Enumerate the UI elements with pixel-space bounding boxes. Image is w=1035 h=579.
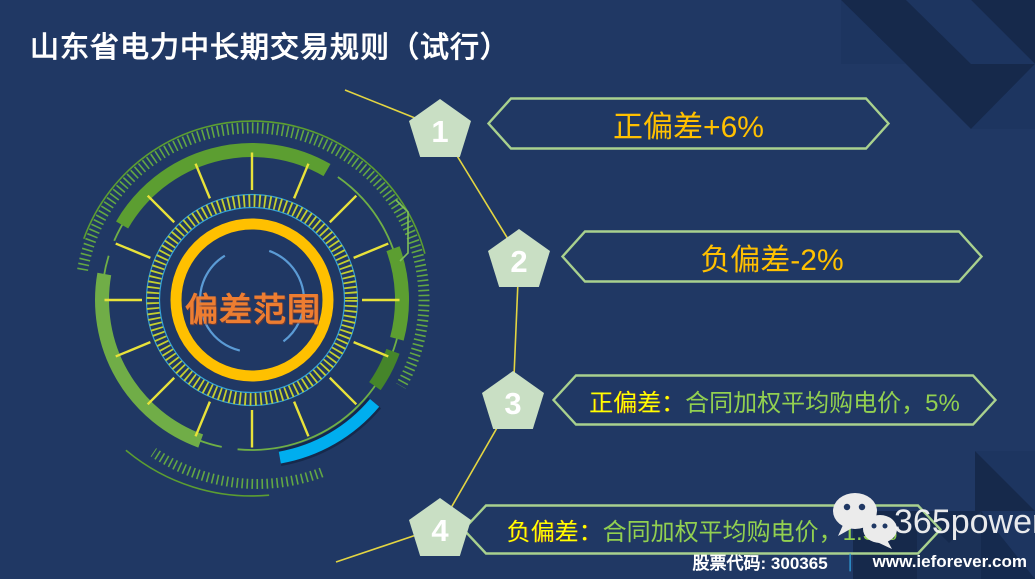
website-url: www.ieforever.com	[872, 551, 1027, 571]
stock-code: 股票代码: 300365	[692, 554, 828, 573]
step-number: 1	[431, 113, 449, 149]
footer-bar: 股票代码: 300365 ｜ www.ieforever.com	[693, 549, 1027, 574]
wechat-icon	[833, 493, 897, 549]
spokes	[104, 152, 400, 448]
footer-separator: ｜	[841, 554, 859, 573]
rule-banner-positive-deviation-price: 正偏差： 合同加权平均购电价，5%	[552, 374, 997, 426]
rule-banner-positive-deviation: 正偏差+6%	[487, 97, 890, 150]
rule-banner-negative-deviation: 负偏差-2%	[561, 230, 983, 283]
banner-outline	[487, 97, 890, 150]
banner-label: 负偏差：	[506, 519, 603, 546]
banner-outline	[561, 230, 983, 283]
banner-text: 正偏差+6%	[613, 110, 764, 144]
banner-outline	[552, 374, 997, 426]
step-number: 4	[431, 512, 449, 548]
watermark-brand: 365power	[894, 502, 1035, 541]
step-number: 3	[504, 385, 522, 421]
banner-detail: 合同加权平均购电价，5%	[685, 389, 960, 417]
watermark: 365power	[830, 492, 1035, 552]
banner-text: 负偏差-2%	[700, 243, 844, 277]
banner-label: 正偏差：	[589, 389, 686, 417]
deviation-range-circular-diagram	[77, 120, 430, 497]
page-title: 山东省电力中长期交易规则（试行）	[30, 32, 511, 64]
diagram-center-label: 偏差范围	[185, 291, 321, 328]
step-number: 2	[510, 243, 528, 279]
